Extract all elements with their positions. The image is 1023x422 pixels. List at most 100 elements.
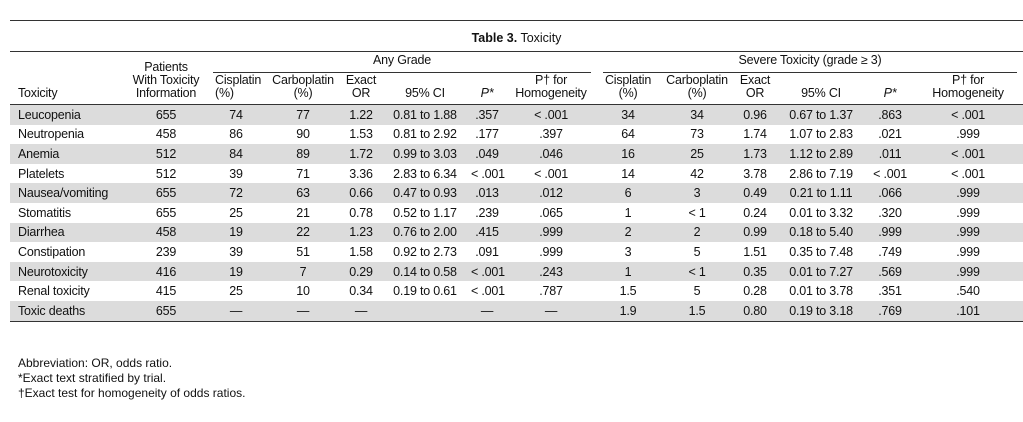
- toxicity-table: Toxicity Patients With Toxicity Informati…: [10, 51, 1023, 322]
- table-cell: 3.36: [349, 166, 373, 181]
- table-cell: 1.58: [349, 244, 373, 259]
- column-header: P† for Homogeneity: [913, 74, 1023, 105]
- table-cell: 34: [659, 104, 736, 125]
- table-row: Diarrhea 458 19 22 1.23 0.76 to 2.00.415.999 2…: [10, 222, 1023, 243]
- table-row: Anemia 512 84 89 1.72 0.99 to 3.03.049.046 16 2…: [10, 144, 1023, 164]
- table-row: Toxic deaths 655— — — — —1.9 1.5 0.80 0.19 to 3.…: [10, 300, 1023, 322]
- table-cell: .397: [539, 127, 563, 142]
- table-cell: 239: [155, 244, 177, 259]
- table-cell: 77: [265, 104, 341, 125]
- table-container: Table 3. Toxicity Toxicity Patients With …: [10, 20, 1023, 322]
- table-cell: 0.01 to 7.27: [775, 261, 868, 282]
- table-cell: .065: [539, 205, 563, 220]
- table-cell: 2.83 to 6.34: [393, 166, 457, 181]
- table-row: Leucopenia 655 74 77 1.22 0.81 to 1.88.357 < .…: [10, 104, 1023, 125]
- table-cell: 39: [229, 166, 243, 181]
- table-cell: < 1: [659, 261, 736, 282]
- table-cell: .351: [878, 284, 902, 299]
- table-cell: .999: [867, 222, 914, 243]
- table-cell: 415: [155, 284, 177, 299]
- column-header: P*: [469, 74, 505, 105]
- table-cell: 0.47 to 0.93: [381, 183, 469, 203]
- table-cell: 655: [155, 205, 177, 220]
- table-cell: .999: [913, 183, 1023, 203]
- table-cell: .066: [867, 183, 914, 203]
- table-cell: —: [265, 300, 341, 322]
- row-label: Renal toxicity: [18, 284, 90, 299]
- table-title-text: Toxicity: [520, 31, 562, 45]
- table-cell: .091: [475, 244, 499, 259]
- table-cell: 0.66: [341, 183, 381, 203]
- table-cell: 0.92 to 2.73: [393, 244, 457, 259]
- table-cell: 89: [265, 144, 341, 164]
- footnote: *Exact text stratified by trial.: [18, 371, 167, 385]
- group-header: Severe Toxicity (grade ≥ 3): [597, 52, 1023, 75]
- table-cell: 1.23: [341, 222, 381, 243]
- table-cell: 0.14 to 0.58: [381, 261, 469, 282]
- table-cell: < .001: [471, 166, 505, 181]
- footnotes: Abbreviation: OR, odds ratio. *Exact text…: [18, 356, 245, 401]
- table-cell: 0.35 to 7.48: [789, 244, 853, 259]
- table-row: Neutropenia 458 86 90 1.53 0.81 to 2.92 .177 .3…: [10, 125, 1023, 145]
- table-cell: .863: [867, 104, 914, 125]
- table-cell: .046: [505, 144, 598, 164]
- table-cell: 1: [624, 205, 632, 220]
- row-label: Toxic deaths: [10, 300, 125, 322]
- table-cell: 0.80: [735, 300, 776, 322]
- table-cell: < 1: [688, 205, 706, 220]
- table-cell: .540: [956, 284, 980, 299]
- table-cell: 51: [296, 244, 310, 259]
- table-cell: 25: [659, 144, 736, 164]
- table-cell: 2: [659, 222, 736, 243]
- table-cell: 0.76 to 2.00: [381, 222, 469, 243]
- table-cell: 0.24: [743, 205, 767, 220]
- row-label: Nausea/vomiting: [10, 183, 125, 203]
- table-cell: < .001: [873, 166, 907, 181]
- table-cell: .999: [956, 244, 980, 259]
- table-cell: 42: [690, 166, 704, 181]
- table-cell: 0.18 to 5.40: [775, 222, 868, 243]
- table-cell: 6: [597, 183, 660, 203]
- table-cell: 0.29: [341, 261, 381, 282]
- column-header: Toxicity: [10, 51, 125, 105]
- table-cell: .415: [469, 222, 505, 243]
- table-cell: .769: [867, 300, 914, 322]
- group-header: Any Grade: [207, 52, 597, 75]
- table-cell: 7: [265, 261, 341, 282]
- row-label: Neurotoxicity: [10, 261, 125, 282]
- table-cell: .569: [867, 261, 914, 282]
- table-cell: 1.5: [659, 300, 736, 322]
- row-label: Diarrhea: [10, 222, 125, 243]
- table-cell: 14: [621, 166, 635, 181]
- footnote: Abbreviation: OR, odds ratio.: [18, 356, 173, 370]
- table-cell: 1.22: [341, 104, 381, 125]
- table-cell: .243: [505, 261, 598, 282]
- table-cell: 86: [229, 127, 243, 142]
- table-cell: 0.96: [735, 104, 776, 125]
- row-label: Constipation: [18, 244, 86, 259]
- table-cell: 3: [624, 244, 632, 259]
- table-cell: 10: [296, 284, 310, 299]
- table-cell: < .001: [534, 166, 568, 181]
- table-cell: 0.01 to 3.32: [789, 205, 853, 220]
- group-header-text: Any Grade: [213, 53, 592, 73]
- table-cell: 19: [207, 261, 265, 282]
- table-cell: 655: [125, 104, 207, 125]
- table-cell: 0.28: [743, 284, 767, 299]
- table-cell: 21: [296, 205, 310, 220]
- table-cell: .011: [867, 144, 914, 164]
- column-header: Cisplatin (%): [597, 74, 660, 105]
- column-header: Carboplatin (%): [265, 74, 341, 105]
- table-cell: 0.49: [735, 183, 776, 203]
- table-cell: 0.19 to 3.18: [775, 300, 868, 322]
- table-cell: .999: [505, 222, 598, 243]
- table-cell: 0.35: [735, 261, 776, 282]
- table-cell: —: [207, 300, 265, 322]
- table-cell: .101: [913, 300, 1023, 322]
- table-cell: .749: [878, 244, 902, 259]
- table-cell: .999: [956, 127, 980, 142]
- table-cell: 3: [659, 183, 736, 203]
- table-cell: 1: [597, 261, 660, 282]
- table-cell: 655: [125, 300, 207, 322]
